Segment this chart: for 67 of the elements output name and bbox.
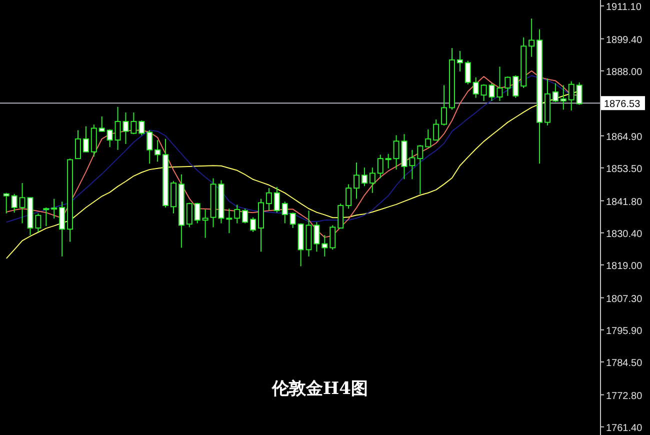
candlestick [282, 201, 288, 224]
candlestick [3, 192, 10, 214]
candlestick [194, 202, 200, 224]
candlestick [170, 180, 176, 214]
candlestick [90, 124, 97, 158]
candlestick [59, 201, 66, 257]
candlestick [456, 50, 463, 72]
candlestick [106, 128, 113, 148]
y-tick-label: 1761.40 [606, 422, 643, 434]
candlestick [338, 203, 344, 229]
candlestick [322, 234, 328, 257]
ref-line-label: 1876.53 [604, 99, 641, 110]
candlestick [576, 82, 582, 106]
candlestick [552, 82, 558, 103]
candlestick [130, 112, 137, 135]
candlestick [568, 80, 574, 112]
y-tick-label: 1899.40 [606, 34, 643, 46]
candlestick [98, 116, 105, 132]
y-tick-label: 1841.80 [606, 196, 643, 208]
candlestick [250, 216, 256, 232]
candlestick [138, 120, 145, 136]
y-tick-label: 1772.80 [606, 390, 643, 402]
candlestick [354, 162, 360, 200]
candlestick [274, 186, 280, 214]
candlestick [82, 126, 89, 152]
y-tick-label: 1853.50 [606, 164, 643, 175]
y-tick-label: 1911.10 [606, 2, 642, 13]
candlestick [234, 204, 240, 224]
candlestick [512, 74, 519, 98]
y-tick-label: 1807.30 [606, 294, 643, 305]
candlestick [560, 84, 566, 110]
candlestick [385, 153, 392, 169]
candlestick [472, 76, 479, 98]
candlestick [43, 207, 50, 227]
y-tick-label: 1795.90 [606, 326, 643, 337]
text: 伦敦金H4图 [271, 379, 368, 399]
candlestick [425, 128, 432, 148]
candlestick [480, 84, 487, 102]
candlestick [242, 208, 248, 224]
candlestick [146, 130, 153, 164]
candlestick [74, 130, 81, 160]
candlestick [528, 18, 535, 58]
candlestick [409, 149, 416, 180]
candlestick [464, 60, 471, 85]
candlestick [290, 212, 296, 229]
candlestick [154, 140, 161, 162]
candlestick [361, 167, 368, 187]
candlestick [441, 84, 448, 126]
candlestick [51, 198, 58, 219]
y-tick-label: 1819.00 [606, 260, 643, 272]
y-tick-label: 1888.00 [606, 66, 643, 78]
candlestick [202, 208, 208, 238]
candlestick [377, 154, 384, 179]
candlestick [226, 208, 232, 234]
candlestick [369, 167, 376, 194]
candlestick [35, 212, 42, 232]
candlestick [504, 76, 511, 96]
candlestick [417, 144, 424, 195]
y-tick-label: 1784.50 [606, 358, 643, 369]
candlestick [186, 202, 192, 228]
candlestick [346, 184, 352, 210]
candlestick [11, 193, 18, 214]
candlestick [330, 224, 336, 250]
candlestick [266, 188, 272, 212]
candlestick [433, 119, 440, 141]
y-tick-label: 1864.90 [606, 132, 643, 143]
y-tick-label: 1830.40 [606, 228, 643, 240]
